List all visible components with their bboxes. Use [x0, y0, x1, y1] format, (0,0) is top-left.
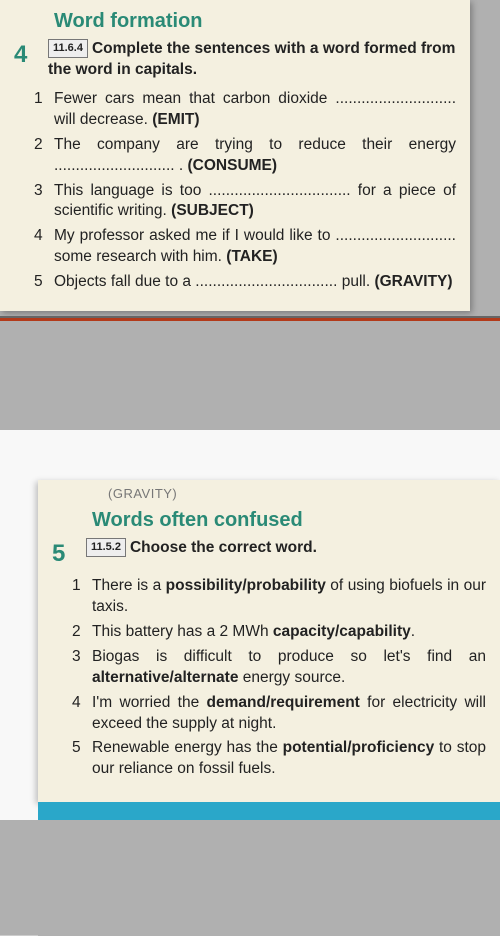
item-number: 1	[34, 89, 54, 110]
list-item: 2This battery has a 2 MWh capacity/capab…	[72, 622, 486, 643]
exercise-5-items: 1There is a possibility/probability of u…	[72, 576, 486, 780]
exercise-number: 4	[14, 41, 48, 69]
horizontal-divider	[0, 316, 500, 322]
exercise-number: 5	[52, 540, 86, 568]
item-text: Objects fall due to a ..................…	[54, 272, 456, 293]
item-number: 4	[72, 693, 92, 714]
item-number: 5	[34, 272, 54, 293]
item-text: Renewable energy has the potential/profi…	[92, 738, 486, 780]
item-text: Fewer cars mean that carbon dioxide ....…	[54, 89, 456, 131]
reference-box: 11.6.4	[48, 39, 88, 58]
exercise-instruction: 11.6.4Complete the sentences with a word…	[48, 39, 456, 81]
item-number: 5	[72, 738, 92, 759]
item-text: This language is too ...................…	[54, 181, 456, 223]
item-text: My professor asked me if I would like to…	[54, 226, 456, 268]
list-item: 4My professor asked me if I would like t…	[34, 226, 456, 268]
item-number: 2	[72, 622, 92, 643]
exercise-4-block: Word formation 4 11.6.4Complete the sent…	[0, 0, 470, 311]
list-item: 1There is a possibility/probability of u…	[72, 576, 486, 618]
instruction-text: Choose the correct word.	[130, 539, 317, 556]
section-title: Words often confused	[92, 509, 486, 532]
item-number: 2	[34, 135, 54, 156]
list-item: 5Renewable energy has the potential/prof…	[72, 738, 486, 780]
item-text: I'm worried the demand/requirement for e…	[92, 693, 486, 735]
bottom-region: (GRAVITY) Words often confused 5 11.5.2C…	[0, 430, 500, 820]
exercise-instruction: 11.5.2Choose the correct word.	[86, 538, 317, 559]
section-title: Word formation	[54, 10, 456, 33]
cutoff-text: (GRAVITY)	[108, 486, 486, 501]
exercise-4-items: 1Fewer cars mean that carbon dioxide ...…	[34, 89, 456, 293]
item-text: This battery has a 2 MWh capacity/capabi…	[92, 622, 486, 643]
reference-box: 11.5.2	[86, 538, 126, 557]
item-number: 3	[34, 181, 54, 202]
item-text: Biogas is difficult to produce so let's …	[92, 647, 486, 689]
item-number: 4	[34, 226, 54, 247]
exercise-5-block: (GRAVITY) Words often confused 5 11.5.2C…	[38, 480, 500, 802]
item-text: There is a possibility/probability of us…	[92, 576, 486, 618]
item-text: The company are trying to reduce their e…	[54, 135, 456, 177]
list-item: 3This language is too ..................…	[34, 181, 456, 223]
list-item: 4I'm worried the demand/requirement for …	[72, 693, 486, 735]
exercise-header: 4 11.6.4Complete the sentences with a wo…	[14, 39, 456, 81]
list-item: 1Fewer cars mean that carbon dioxide ...…	[34, 89, 456, 131]
list-item: 5Objects fall due to a .................…	[34, 272, 456, 293]
exercise-header: 5 11.5.2Choose the correct word.	[52, 538, 486, 568]
list-item: 3Biogas is difficult to produce so let's…	[72, 647, 486, 689]
instruction-text: Complete the sentences with a word forme…	[48, 40, 455, 78]
list-item: 2The company are trying to reduce their …	[34, 135, 456, 177]
cyan-footer-bar	[38, 802, 500, 820]
item-number: 1	[72, 576, 92, 597]
item-number: 3	[72, 647, 92, 668]
